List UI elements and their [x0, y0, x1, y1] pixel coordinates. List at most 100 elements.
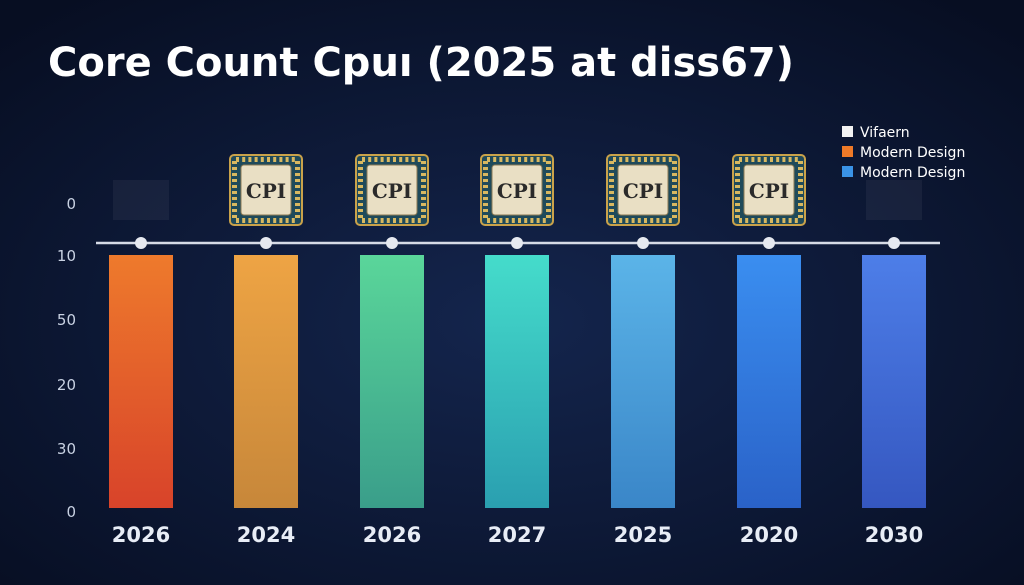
bar [109, 255, 173, 508]
pin [798, 191, 803, 194]
chip-label: CPI [372, 179, 412, 203]
pin [619, 157, 623, 162]
pin [291, 218, 295, 223]
pin [393, 157, 396, 162]
y-tick-label: 20 [57, 376, 76, 394]
bar [360, 255, 424, 508]
pin [530, 218, 534, 223]
pin [295, 179, 300, 182]
pin [254, 218, 258, 223]
pin [483, 215, 488, 218]
pin [662, 157, 666, 162]
pin [511, 157, 515, 162]
pin [493, 157, 497, 162]
pin [546, 203, 551, 206]
pin [411, 218, 415, 223]
pin [405, 157, 409, 162]
pin [374, 218, 378, 223]
pin [232, 173, 237, 176]
pin [798, 203, 803, 206]
pin [421, 203, 426, 206]
cpu-chip: CPI [606, 154, 680, 226]
pin [672, 161, 677, 164]
pin [421, 191, 426, 194]
pin [794, 218, 798, 223]
pin [483, 209, 488, 212]
pin [542, 218, 546, 223]
pin [483, 167, 488, 170]
pin [739, 157, 742, 162]
pin [524, 218, 528, 223]
pin [735, 161, 740, 164]
pin [770, 218, 773, 223]
pin [672, 191, 677, 194]
pin [735, 167, 740, 170]
pin [236, 218, 239, 223]
pin [735, 215, 740, 218]
pin [232, 197, 237, 200]
pin [637, 218, 641, 223]
pin [637, 157, 641, 162]
pin [609, 209, 614, 212]
pin [625, 218, 629, 223]
pin [248, 157, 252, 162]
pin [295, 167, 300, 170]
pin [295, 203, 300, 206]
pin [483, 161, 488, 164]
pin [232, 179, 237, 182]
pin [386, 157, 390, 162]
timeline-dot [511, 237, 523, 249]
cpu-chip: CPI [355, 154, 429, 226]
pin [656, 157, 660, 162]
pin [668, 157, 672, 162]
pin [751, 218, 755, 223]
bar [862, 255, 926, 508]
pin [493, 218, 497, 223]
pin [794, 157, 798, 162]
pin [782, 157, 786, 162]
pin [358, 209, 363, 212]
pin [631, 157, 635, 162]
pin [524, 157, 528, 162]
pin [613, 157, 616, 162]
y-axis: 0 10 50 20 30 0 [57, 195, 76, 521]
bars: 2026 2024 2026 2027 2025 2020 2030 [109, 180, 926, 547]
pin [421, 197, 426, 200]
timeline-dots [135, 237, 900, 249]
chip-die [491, 164, 543, 216]
pin [358, 179, 363, 182]
pin [735, 191, 740, 194]
timeline-dot [386, 237, 398, 249]
pin [798, 173, 803, 176]
pin [644, 157, 647, 162]
pin [358, 191, 363, 194]
pin [609, 203, 614, 206]
pin [735, 209, 740, 212]
pin [672, 167, 677, 170]
pin [358, 185, 363, 188]
pin [232, 215, 237, 218]
pin [273, 157, 277, 162]
pin [499, 218, 503, 223]
pin [546, 161, 551, 164]
pin [609, 185, 614, 188]
pin [609, 161, 614, 164]
pin [788, 218, 792, 223]
pin [374, 157, 378, 162]
pin [421, 161, 426, 164]
pin [672, 215, 677, 218]
pin [536, 218, 540, 223]
pin [285, 157, 289, 162]
pin [285, 218, 289, 223]
pin [295, 209, 300, 212]
pin [380, 218, 384, 223]
pin [483, 203, 488, 206]
pin [291, 157, 295, 162]
pin [518, 157, 521, 162]
pin [421, 185, 426, 188]
y-tick-label: 0 [66, 195, 76, 213]
pin [776, 157, 780, 162]
x-tick-label: 2030 [865, 523, 923, 547]
pin [546, 191, 551, 194]
pin [232, 185, 237, 188]
